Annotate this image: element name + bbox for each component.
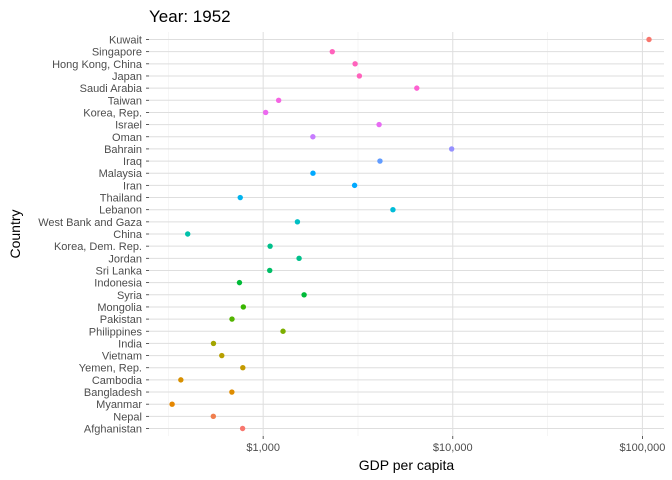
data-point: Kuwait: 108382 [646, 36, 652, 43]
data-point: Cambodia: 368 [178, 377, 184, 383]
y-tick-label: Singapore [92, 47, 142, 59]
data-point: Lebanon: 4835 [390, 206, 396, 213]
x-tick-labels: $1,000 $10,000 $100,000 [246, 436, 665, 454]
data-point: West Bank and Gaza: 1516 [294, 219, 301, 225]
data-point: Iraq: 4130 [377, 158, 383, 164]
data-point: Singapore: 2315 [329, 48, 335, 55]
data-point: Indonesia: 750 [236, 279, 243, 286]
y-tick-label: Thailand [100, 193, 142, 205]
data-point: Hong Kong, China: 3054 [352, 61, 358, 67]
data-point: Oman: 1829 [310, 134, 316, 140]
y-tick-label: Philippines [89, 326, 143, 338]
y-tick-label: Israel [115, 120, 142, 132]
data-point: India: 547 [210, 340, 217, 347]
y-axis-title: Country [7, 209, 23, 258]
y-tick-label: India [118, 338, 143, 350]
y-tick-label: Mongolia [97, 302, 143, 314]
x-tick-label: $100,000 [619, 442, 665, 454]
x-axis-title: GDP per capita [359, 457, 455, 473]
y-tick-label: Korea, Rep. [83, 107, 142, 119]
data-point: Vietnam: 605 [219, 352, 225, 359]
y-tick-label: Iraq [123, 156, 142, 168]
y-tick-label: Malaysia [99, 168, 143, 180]
y-tick-label: Cambodia [92, 375, 143, 387]
y-tick-label: Myanmar [96, 399, 142, 411]
data-point: Korea, Rep.: 1031 [262, 109, 269, 116]
y-tick-label: Japan [112, 71, 142, 83]
data-point: Bangladesh: 684 [229, 389, 235, 395]
y-tick-label: Taiwan [108, 95, 142, 107]
data-point: Jordan: 1547 [296, 255, 302, 262]
data-point: Yemen, Rep.: 781 [240, 365, 246, 371]
data-point: Japan: 3217 [356, 73, 363, 79]
y-tick-label: Syria [117, 290, 143, 302]
y-tick-label: Oman [112, 132, 142, 144]
y-tick-label: Vietnam [102, 351, 142, 363]
data-points: Kuwait: 108382 Singapore: 2315 Hong Kong, … [169, 36, 652, 432]
y-tick-label: Jordan [108, 253, 142, 265]
y-tick-label: Sri Lanka [96, 265, 143, 277]
y-tick-label: Pakistan [100, 314, 142, 326]
data-point: Philippines: 1273 [280, 328, 286, 334]
data-point: Nepal: 546 [210, 413, 217, 420]
chart-title: Year: 1952 [149, 7, 231, 26]
y-tick-label: Bangladesh [84, 387, 142, 399]
data-point: Israel: 4087 [376, 121, 382, 128]
y-tick-label: Korea, Dem. Rep. [54, 241, 142, 253]
y-tick-label: Lebanon [99, 205, 142, 217]
y-tick-label: West Bank and Gaza [38, 217, 143, 229]
data-point: Syria: 1644 [301, 292, 307, 298]
y-tick-label: Bahrain [104, 144, 142, 156]
data-point: Bahrain: 9867 [448, 146, 455, 152]
y-tick-label: Nepal [113, 411, 142, 423]
data-point: Sri Lanka: 1083 [267, 267, 273, 274]
y-tick-label: Kuwait [109, 35, 142, 47]
data-point: Malaysia: 1831 [310, 170, 316, 176]
data-point: Pakistan: 685 [229, 316, 235, 322]
grid-lines [149, 32, 664, 436]
y-tick-label: China [113, 229, 143, 241]
data-point: Afghanistan: 779 [239, 425, 246, 432]
x-tick-label: $10,000 [433, 442, 473, 454]
y-tick-label: Yemen, Rep. [79, 363, 142, 375]
data-point: Korea, Dem. Rep.: 1088 [267, 243, 273, 249]
data-point: Saudi Arabia: 6460 [414, 85, 420, 91]
data-point: Mongolia: 786 [240, 304, 247, 310]
x-tick-label: $1,000 [246, 442, 280, 454]
data-point: Myanmar: 331 [169, 401, 175, 407]
data-point: China: 400 [185, 231, 191, 237]
y-tick-label: Saudi Arabia [80, 83, 143, 95]
data-point: Thailand: 757 [237, 194, 243, 201]
y-tick-label: Hong Kong, China [52, 59, 143, 71]
y-tick-label: Indonesia [94, 278, 143, 290]
data-point: Taiwan: 1207 [275, 97, 282, 103]
y-tick-label: Afghanistan [84, 424, 142, 436]
data-point: Iran: 3035 [351, 182, 358, 189]
y-tick-label: Iran [123, 180, 142, 192]
